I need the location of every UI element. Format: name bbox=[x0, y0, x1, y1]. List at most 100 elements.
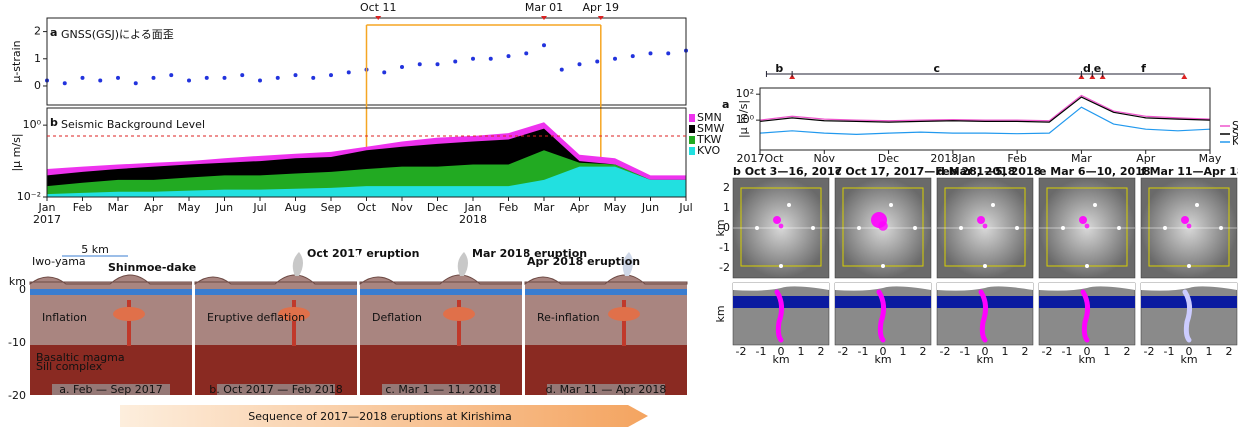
period-label: f bbox=[1141, 62, 1146, 75]
epicenters bbox=[778, 223, 784, 229]
station bbox=[755, 226, 759, 230]
plot-area bbox=[759, 94, 1211, 135]
section-tick-label: -1 bbox=[960, 345, 971, 358]
point bbox=[488, 56, 493, 61]
process-label: Re-inflation bbox=[537, 311, 600, 324]
section-tick-label: 0 bbox=[778, 345, 785, 358]
section-tick-label: 0 bbox=[1084, 345, 1091, 358]
y-tick-label: 10⁰ bbox=[23, 118, 42, 131]
magma-chamber bbox=[278, 307, 310, 321]
station bbox=[991, 203, 995, 207]
map-tick-label: -2 bbox=[719, 261, 730, 274]
section-hypocenters bbox=[774, 289, 785, 343]
point bbox=[169, 73, 174, 78]
plume bbox=[622, 252, 633, 276]
point bbox=[666, 51, 671, 56]
x-tick-label: Mar bbox=[534, 201, 555, 214]
y-tick-label: 1 bbox=[34, 52, 41, 65]
conduit bbox=[292, 300, 296, 346]
x-tick-label: Dec bbox=[427, 201, 448, 214]
x-tick-label: Nov bbox=[814, 152, 836, 165]
point bbox=[453, 59, 458, 64]
epicenters bbox=[1186, 223, 1192, 229]
point bbox=[222, 75, 227, 80]
event-label: Mar 01 bbox=[525, 1, 563, 14]
banner-arrow bbox=[120, 405, 648, 427]
period-label: d bbox=[1083, 62, 1091, 75]
y-tick-label: 2 bbox=[34, 25, 41, 38]
conduit bbox=[622, 300, 626, 346]
section-topo bbox=[1039, 283, 1135, 291]
caption-box bbox=[217, 384, 335, 395]
scale-label: 5 km bbox=[81, 243, 109, 256]
section-tick-label: -2 bbox=[736, 345, 747, 358]
legend-label: SM bbox=[1232, 127, 1238, 140]
panel-letter: b bbox=[50, 116, 58, 129]
x-tick-label: Apr bbox=[570, 201, 590, 214]
depth-tick: -10 bbox=[8, 336, 26, 349]
magma-chamber bbox=[113, 307, 145, 321]
process-label: Inflation bbox=[42, 311, 87, 324]
period-label: e bbox=[1094, 62, 1101, 75]
eruption-label: Mar 2018 eruption bbox=[472, 247, 587, 260]
area bbox=[47, 166, 686, 197]
epicenters bbox=[1084, 223, 1090, 229]
point bbox=[613, 56, 617, 61]
section-tick-label: -1 bbox=[1062, 345, 1073, 358]
x-tick-label: Jun bbox=[641, 201, 659, 214]
aquifer bbox=[30, 289, 192, 295]
x-tick-label: May bbox=[1199, 152, 1222, 165]
panel-title: Seismic Background Level bbox=[61, 118, 205, 131]
section-tick-label: 0 bbox=[982, 345, 989, 358]
point bbox=[506, 54, 511, 59]
station bbox=[1085, 264, 1089, 268]
x-tick-label: Jan bbox=[38, 201, 56, 214]
epicenters bbox=[982, 223, 988, 229]
section-tick-label: 0 bbox=[880, 345, 887, 358]
epicenters bbox=[878, 221, 888, 231]
caption-box bbox=[382, 384, 500, 395]
station bbox=[1219, 226, 1223, 230]
basalt-label: Sill complex bbox=[36, 360, 103, 373]
line bbox=[759, 106, 1211, 135]
aquifer bbox=[195, 289, 357, 295]
map-title: f Mar 11—Apr 18, 2018 bbox=[1141, 165, 1238, 178]
x-tick-label: Mar bbox=[108, 201, 129, 214]
x-tick-label: Jun bbox=[215, 201, 233, 214]
point bbox=[258, 78, 262, 83]
x-tick-label: Jul bbox=[678, 201, 692, 214]
map-unit: km bbox=[714, 219, 727, 236]
conduit bbox=[127, 300, 131, 346]
station bbox=[983, 264, 987, 268]
section-tick-label: -2 bbox=[940, 345, 951, 358]
station bbox=[1195, 203, 1199, 207]
x-tick-label: May bbox=[604, 201, 627, 214]
epicenters bbox=[977, 216, 985, 224]
plot-area bbox=[47, 122, 686, 197]
point bbox=[630, 54, 635, 59]
point bbox=[471, 56, 475, 61]
legend-swatch bbox=[689, 125, 695, 133]
surface bbox=[359, 274, 523, 286]
section-hypocenters bbox=[876, 289, 887, 343]
surface bbox=[524, 274, 688, 286]
conduit bbox=[457, 300, 461, 346]
point bbox=[116, 75, 120, 80]
section-tick-label: -1 bbox=[1164, 345, 1175, 358]
x-tick-label: Apr bbox=[1136, 152, 1156, 165]
depth-tick: -20 bbox=[8, 389, 26, 402]
panel-caption: d. Mar 11 — Apr 2018 bbox=[546, 383, 667, 396]
panel-letter: a bbox=[50, 26, 57, 39]
section-tick-label: 1 bbox=[798, 345, 805, 358]
legend-swatch bbox=[689, 136, 695, 144]
point bbox=[98, 78, 103, 83]
station bbox=[1187, 264, 1191, 268]
point bbox=[542, 43, 546, 48]
legend-label: SMW bbox=[697, 122, 724, 135]
map-tick-label: 0 bbox=[723, 221, 730, 234]
epicenters bbox=[1181, 216, 1189, 224]
point bbox=[329, 73, 333, 78]
station bbox=[1093, 203, 1097, 207]
